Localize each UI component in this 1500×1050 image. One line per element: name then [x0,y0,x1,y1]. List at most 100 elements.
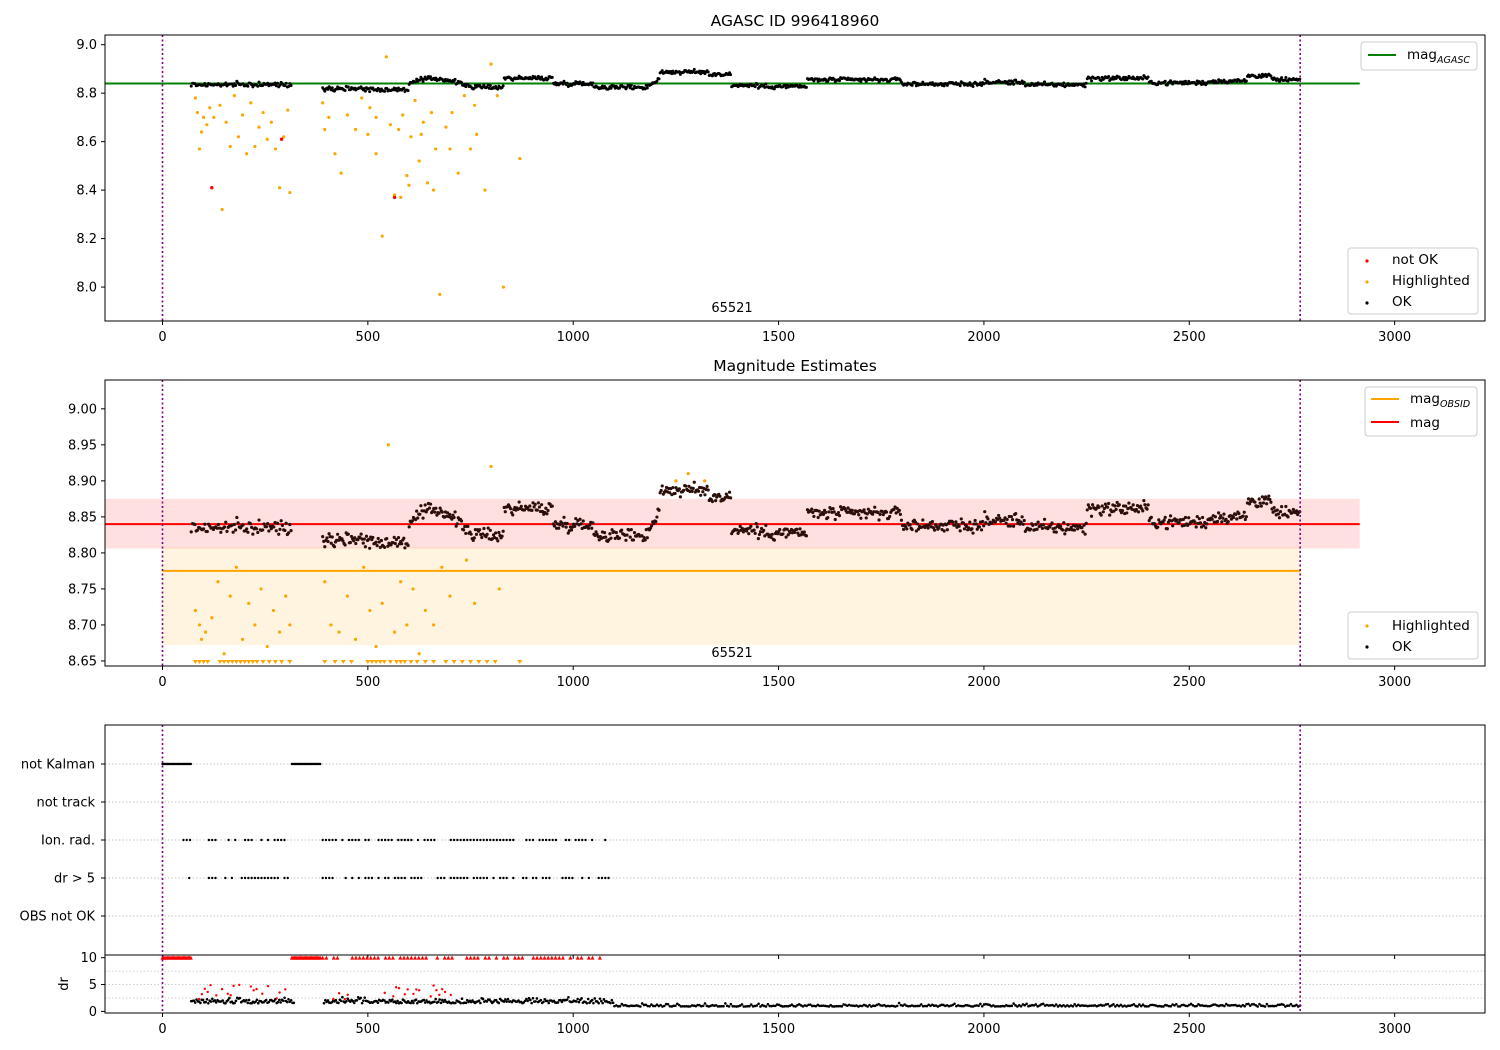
ok-point [1213,515,1218,519]
dr-outlier-point [443,990,447,994]
flag-point [525,838,528,842]
ok-point [289,84,293,88]
ok-point [1120,508,1125,513]
dr-point [479,1001,482,1005]
dr-offscale-marker [413,955,418,960]
dr-point [677,1003,681,1007]
ok-point [817,509,821,513]
ok-point [852,512,857,516]
flag-point [367,838,370,842]
flag-point [283,838,286,842]
flag-point [607,876,610,880]
dr-outlier-point [449,993,453,997]
highlighted-point [413,98,417,103]
x-tick-label: 3000 [1378,675,1411,690]
highlighted-offscale-marker [242,660,248,664]
ok-point [453,77,457,81]
flag-point [521,876,525,880]
dr-point [912,1004,916,1008]
ok-point [488,528,492,532]
flag-point [240,876,243,880]
highlighted-point [360,96,364,100]
flag-point [538,838,541,842]
ok-point [1278,510,1283,514]
dr-point [1219,1004,1222,1007]
highlighted-offscale-marker [408,660,414,664]
flag-point [341,838,344,842]
ok-point [453,510,457,514]
highlighted-point [434,147,438,151]
ok-point [628,535,632,539]
ok-point [440,510,444,514]
ok-point [407,525,411,529]
ok-point [785,527,789,531]
ok-point [838,505,843,509]
highlighted-point [345,594,349,598]
dr-point [363,996,367,999]
dr-point [1006,1004,1010,1008]
dr-point [923,1004,927,1008]
ok-point [970,527,974,531]
agasc-magnitude-panel: AGASC ID 996418960 65521 0 500 1000 1500 200… [76,12,1486,345]
flag-point [590,838,594,842]
dr-outlier-point [261,992,264,995]
ok-point [1107,75,1111,79]
dr-point [529,998,532,1002]
x-tick-label: 0 [158,1022,166,1037]
ok-point [552,524,557,528]
ok-point [910,527,914,532]
ok-point [898,512,902,516]
ok-point [460,80,463,84]
dr-point [454,1001,457,1005]
flag-point [276,876,280,880]
dr-point [666,1002,670,1006]
highlighted-point [337,630,341,634]
highlighted-point [388,123,393,127]
ok-point [1066,523,1070,527]
flag-point [344,876,347,880]
dr-point [1258,1002,1261,1006]
dr-point [1269,1004,1272,1008]
ok-point [983,510,987,514]
highlighted-point [417,159,421,163]
ok-point [1284,504,1288,509]
dr-point [539,998,543,1002]
flag-point [319,762,322,766]
ok-point [981,519,985,524]
dr-offscale-marker [357,955,362,960]
ok-point [205,84,209,88]
ok-point [942,84,946,88]
flag-point [472,838,476,842]
dr-outlier-point [278,991,281,994]
ok-point [286,531,291,535]
dr-point [590,998,594,1002]
dr-point [740,1003,744,1006]
flag-point [502,876,505,880]
dr-point [718,1005,722,1008]
flag-point [260,838,263,842]
flag-point [390,838,393,842]
ok-point [434,76,438,80]
panel2-annotation: 65521 [711,646,752,661]
ok-point [862,508,866,512]
ok-point [532,505,536,509]
dr-point [272,999,276,1003]
x-tick-label: 1000 [557,1022,590,1037]
dr-point [960,1004,964,1008]
highlighted-point [208,106,212,110]
ok-point [379,538,384,543]
flag-point [377,876,380,880]
dr-point [535,997,539,1000]
ok-point [437,511,441,515]
dr-offscale-marker [398,955,403,960]
dr-offscale-marker [538,955,543,960]
flag-point [393,876,397,880]
flag-point [512,876,515,880]
highlighted-point [386,443,390,447]
ok-point [590,526,594,530]
dr-point [592,1001,595,1005]
x-tick-label: 0 [158,330,166,345]
ok-point [273,520,277,525]
ok-point [1145,507,1149,511]
ok-point [403,546,407,550]
